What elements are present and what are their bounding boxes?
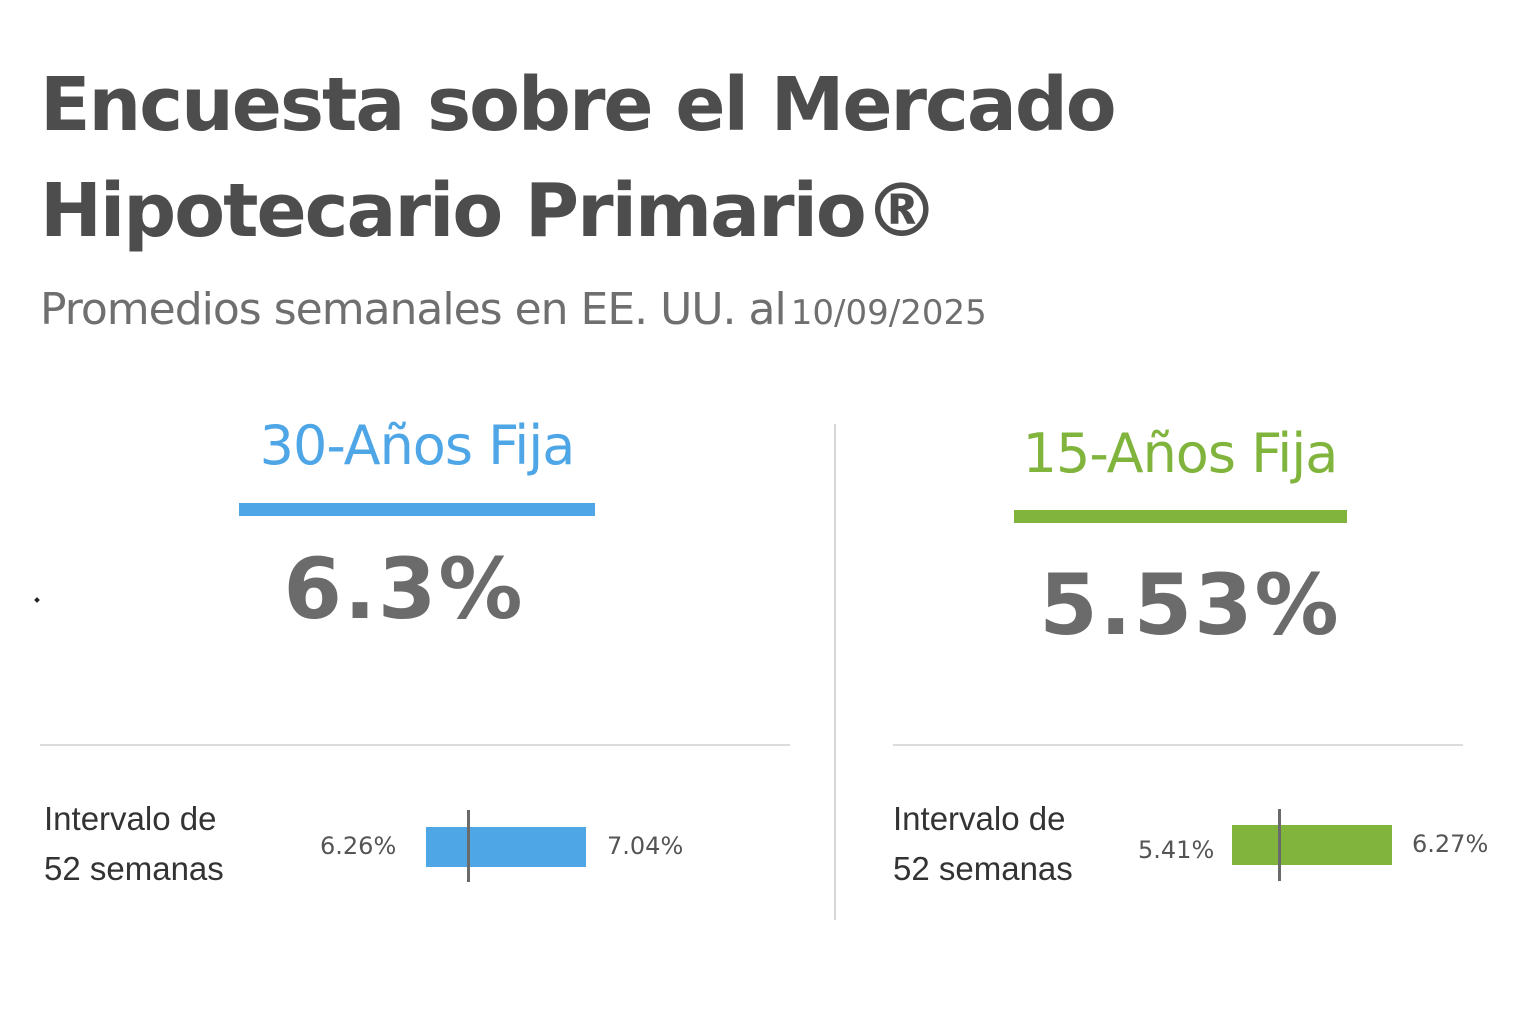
- page-title-line-2: Hipotecario Primario®: [40, 168, 939, 254]
- fixed15-current-marker: [1278, 809, 1281, 881]
- fixed15-separator: [893, 744, 1463, 746]
- fixed15-range-label: Intervalo de 52 semanas: [893, 794, 1073, 894]
- fixed30-range-high: 7.04%: [607, 832, 684, 860]
- page-title: Encuesta sobre el Mercado Hipotecario Pr…: [40, 52, 1117, 264]
- stray-dot: [34, 597, 40, 603]
- fixed15-title: 15-Años Fija: [1022, 422, 1339, 485]
- page-title-line-1: Encuesta sobre el Mercado: [40, 62, 1117, 148]
- subtitle-text: Promedios semanales en EE. UU. al: [40, 284, 787, 335]
- fixed15-range-low: 5.41%: [1138, 836, 1215, 864]
- fixed30-rate: 6.3%: [283, 540, 525, 638]
- survey-date: 10/09/2025: [790, 293, 987, 333]
- fixed30-range-label-line-1: Intervalo de: [44, 800, 217, 837]
- fixed30-title-underline: [239, 503, 595, 516]
- fixed15-range-bar: [1232, 825, 1392, 865]
- page-subtitle: Promedios semanales en EE. UU. al 10/09/…: [40, 284, 987, 335]
- fixed30-separator: [40, 744, 790, 746]
- fixed15-title-underline: [1014, 510, 1347, 523]
- fixed15-range-label-line-1: Intervalo de: [893, 800, 1066, 837]
- fixed30-range-label: Intervalo de 52 semanas: [44, 794, 224, 894]
- fixed15-rate: 5.53%: [1039, 556, 1341, 654]
- fixed30-current-marker: [467, 810, 470, 882]
- fixed15-range-high: 6.27%: [1412, 830, 1489, 858]
- panel-divider: [834, 424, 836, 920]
- fixed30-title: 30-Años Fija: [259, 414, 576, 477]
- fixed15-range-label-line-2: 52 semanas: [893, 850, 1073, 887]
- fixed30-range-bar: [426, 827, 586, 867]
- fixed30-range-label-line-2: 52 semanas: [44, 850, 224, 887]
- fixed30-range-low: 6.26%: [320, 832, 397, 860]
